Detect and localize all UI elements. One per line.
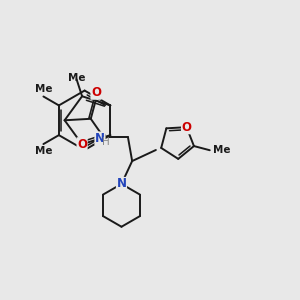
Text: N: N [116,178,127,190]
Text: N: N [95,132,105,145]
Text: H: H [102,137,110,147]
Text: Me: Me [35,146,52,156]
Text: O: O [182,121,192,134]
Text: O: O [91,86,101,99]
Text: O: O [77,138,87,151]
Text: Me: Me [213,145,230,155]
Text: Me: Me [68,73,85,83]
Text: Me: Me [35,84,52,94]
